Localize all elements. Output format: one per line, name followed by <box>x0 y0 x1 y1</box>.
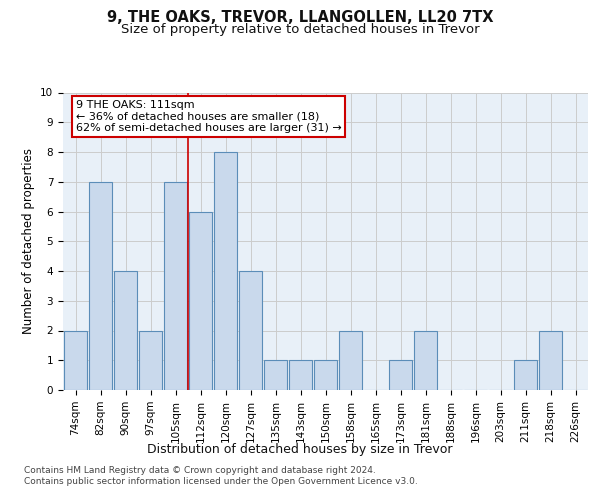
Bar <box>289 360 313 390</box>
Y-axis label: Number of detached properties: Number of detached properties <box>22 148 35 334</box>
Text: Contains HM Land Registry data © Crown copyright and database right 2024.: Contains HM Land Registry data © Crown c… <box>24 466 376 475</box>
Text: Size of property relative to detached houses in Trevor: Size of property relative to detached ho… <box>121 22 479 36</box>
Bar <box>64 330 88 390</box>
Bar <box>314 360 337 390</box>
Bar <box>539 330 562 390</box>
Bar <box>413 330 437 390</box>
Bar <box>188 212 212 390</box>
Text: Distribution of detached houses by size in Trevor: Distribution of detached houses by size … <box>147 442 453 456</box>
Text: 9 THE OAKS: 111sqm
← 36% of detached houses are smaller (18)
62% of semi-detache: 9 THE OAKS: 111sqm ← 36% of detached hou… <box>76 100 341 133</box>
Bar <box>139 330 163 390</box>
Bar <box>164 182 187 390</box>
Bar <box>239 271 262 390</box>
Bar <box>338 330 362 390</box>
Bar <box>389 360 412 390</box>
Bar <box>113 271 137 390</box>
Bar <box>214 152 238 390</box>
Bar <box>89 182 112 390</box>
Text: Contains public sector information licensed under the Open Government Licence v3: Contains public sector information licen… <box>24 478 418 486</box>
Bar <box>263 360 287 390</box>
Bar <box>514 360 538 390</box>
Text: 9, THE OAKS, TREVOR, LLANGOLLEN, LL20 7TX: 9, THE OAKS, TREVOR, LLANGOLLEN, LL20 7T… <box>107 10 493 25</box>
